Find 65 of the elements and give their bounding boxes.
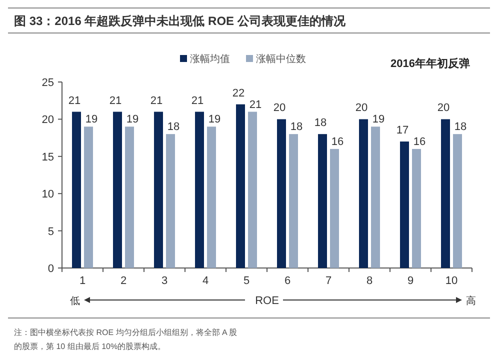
y-tick-label: 5	[48, 226, 54, 238]
data-label: 19	[126, 114, 139, 126]
chart-subtitle: 2016年年初反弹	[390, 57, 470, 70]
data-label: 19	[208, 114, 221, 126]
text: 注：图中横坐标代表按 ROE 均匀分组后小组组别，将全部 A 股	[14, 328, 238, 337]
data-label: 21	[150, 94, 163, 107]
y-tick-label: 25	[42, 77, 54, 89]
data-label: 20	[355, 102, 368, 114]
bar	[441, 119, 450, 268]
data-label: 19	[372, 114, 385, 126]
data-label: 20	[273, 102, 286, 114]
bar	[318, 134, 327, 268]
bar	[166, 134, 175, 268]
data-label: 18	[314, 117, 327, 130]
bar	[113, 112, 122, 268]
data-label: 18	[454, 121, 467, 134]
x-tick-label: 9	[407, 275, 414, 287]
bar	[195, 112, 204, 268]
data-label: 21	[191, 94, 204, 107]
bar	[154, 112, 163, 268]
legend-label: 涨幅中位数	[256, 53, 306, 65]
x-tick-label: 1	[79, 275, 86, 287]
data-label: 17	[396, 124, 409, 137]
bar	[72, 112, 81, 268]
bar	[330, 148, 339, 268]
bar	[207, 126, 216, 268]
x-tick-label: 7	[325, 275, 332, 287]
text: 高	[466, 295, 476, 307]
x-tick-label: 8	[366, 275, 373, 287]
y-tick-label: 10	[42, 188, 54, 201]
bar	[359, 119, 368, 268]
data-label: 21	[249, 98, 262, 111]
x-axis-title: ROE	[255, 295, 279, 307]
bar	[248, 112, 257, 268]
data-label: 18	[290, 121, 303, 134]
bar	[453, 134, 462, 268]
data-label: 21	[68, 94, 81, 107]
data-label: 18	[167, 121, 180, 134]
data-label: 16	[331, 136, 344, 148]
y-tick-label: 20	[42, 114, 54, 126]
x-tick-label: 3	[161, 275, 168, 287]
bar	[125, 126, 134, 268]
y-tick-label: 15	[42, 151, 54, 164]
legend-label: 涨幅均值	[190, 53, 230, 65]
text: 的股票，第 10 组由最后 10%的股票构成。	[14, 342, 166, 351]
bar	[289, 134, 298, 268]
data-label: 19	[85, 114, 98, 126]
data-label: 22	[232, 87, 245, 100]
bar	[236, 104, 245, 268]
data-label: 20	[437, 102, 450, 114]
x-tick-label: 10	[445, 275, 458, 287]
data-label: 21	[109, 94, 122, 107]
chart-title: 图 33：2016 年超跌反弹中未出现低 ROE 公司表现更佳的情况	[14, 14, 346, 28]
x-tick-label: 6	[284, 275, 291, 287]
bar	[371, 126, 380, 268]
bar	[400, 142, 409, 268]
x-tick-label: 4	[202, 275, 209, 287]
text: 低	[70, 296, 80, 307]
bar	[84, 126, 93, 268]
bar	[412, 148, 421, 268]
x-tick-label: 2	[120, 275, 127, 287]
bar	[277, 119, 286, 268]
x-tick-label: 5	[243, 275, 250, 287]
y-tick-label: 0	[48, 263, 54, 275]
data-label: 16	[413, 136, 426, 148]
